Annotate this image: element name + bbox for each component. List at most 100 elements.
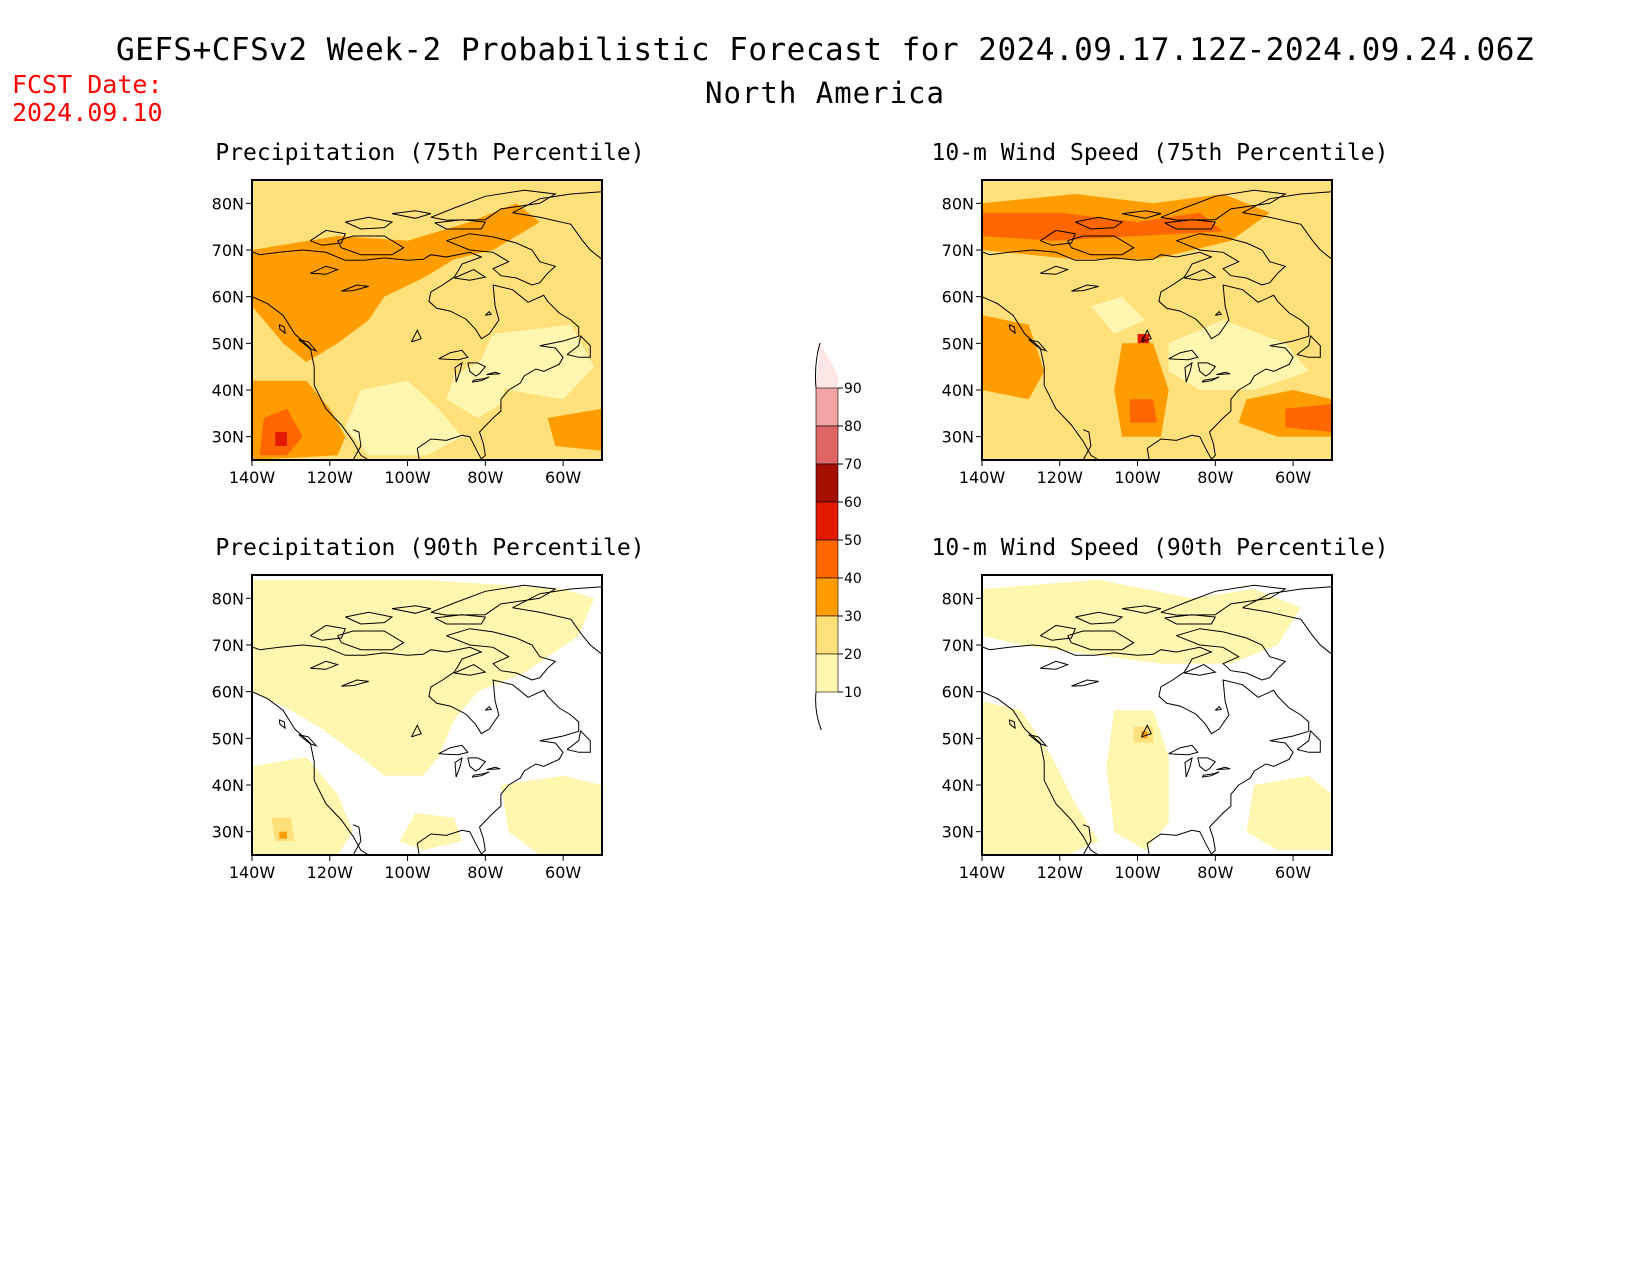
- colorbar-label: 70: [844, 457, 862, 473]
- lat-label: 60N: [212, 683, 244, 702]
- coastline: [1028, 734, 1048, 747]
- coastline: [1071, 679, 1099, 687]
- probability-shade: [982, 315, 1045, 400]
- coastline: [566, 334, 591, 358]
- lat-label: 50N: [942, 334, 974, 353]
- coastline: [341, 679, 369, 687]
- lon-label: 100W: [384, 863, 431, 882]
- panel-title: 10-m Wind Speed (90th Percentile): [931, 535, 1389, 561]
- coastline: [1184, 269, 1217, 281]
- colorbar-label: 10: [844, 685, 862, 701]
- coastline: [391, 605, 432, 614]
- coastline: [982, 249, 1310, 460]
- colorbar-label: 30: [844, 609, 862, 625]
- sub-title: North America: [705, 76, 945, 110]
- probability-shade: [982, 579, 1301, 664]
- colorbar-label: 90: [844, 381, 862, 397]
- coastline: [454, 756, 463, 778]
- coastline-layer: [252, 189, 602, 460]
- colorbar-label: 50: [844, 533, 862, 549]
- coastline: [337, 235, 405, 256]
- coastline: [252, 296, 369, 460]
- coastline: [446, 628, 557, 681]
- coastline-layer: [982, 189, 1332, 460]
- coastline-layer: [982, 584, 1332, 855]
- coastline: [391, 210, 432, 219]
- lon-label: 80W: [1197, 863, 1233, 882]
- coastline: [1121, 605, 1162, 614]
- coastline: [278, 324, 286, 335]
- lat-label: 60N: [212, 288, 244, 307]
- coastline: [566, 729, 591, 753]
- lon-label: 100W: [384, 468, 431, 487]
- coastline: [1184, 756, 1193, 778]
- coastline: [434, 614, 487, 625]
- coastline: [352, 824, 362, 855]
- probability-shade: [1246, 775, 1332, 851]
- coastline: [484, 705, 493, 711]
- probability-shade: [271, 817, 295, 841]
- coastline: [471, 376, 490, 383]
- coastline: [1067, 235, 1135, 256]
- lon-label: 60W: [545, 863, 581, 882]
- coastline: [1071, 284, 1099, 292]
- map-precip-75: 80N 70N 60N 50N 40N 30N 140W 120W 100W 80W 60W: [212, 179, 603, 487]
- panel-precip-75: Precipitation (75th Percentile) 80N 70N 60…: [130, 140, 730, 530]
- map-frame: [981, 179, 1333, 461]
- coastline: [1296, 334, 1321, 358]
- colorbar-bin: [815, 539, 839, 579]
- shading-layer: [252, 579, 602, 855]
- lat-label: 80N: [942, 589, 974, 608]
- coastline: [1176, 628, 1287, 681]
- panel-wind-90: 10-m Wind Speed (90th Percentile) 80N 70N…: [860, 535, 1460, 925]
- coastline: [454, 269, 487, 281]
- panel-wind-75: 10-m Wind Speed (75th Percentile) 80N 70N…: [860, 140, 1460, 530]
- coastline: [1242, 212, 1332, 260]
- coastline: [1140, 329, 1152, 343]
- probability-shade: [1168, 320, 1309, 390]
- coastline: [1197, 362, 1217, 377]
- coastline: [252, 691, 369, 855]
- coastline: [1082, 429, 1092, 460]
- coastline: [1184, 361, 1193, 383]
- shading-layer: [982, 180, 1332, 460]
- colorbar-bin: [815, 425, 839, 465]
- lon-label: 120W: [307, 468, 354, 487]
- coastline: [454, 361, 463, 383]
- fcst-date-label: FCST Date:: [12, 70, 163, 99]
- colorbar-bin: [815, 387, 839, 427]
- coastline: [310, 229, 347, 246]
- coastline: [278, 719, 286, 730]
- lon-label: 60W: [1275, 468, 1311, 487]
- coastline: [1008, 324, 1016, 335]
- lat-label: 40N: [942, 381, 974, 400]
- lat-label: 50N: [212, 334, 244, 353]
- map-precip-90: 80N 70N 60N 50N 40N 30N 140W 120W 100W 80W 60W: [212, 574, 603, 882]
- lat-label: 80N: [942, 194, 974, 213]
- coastline: [252, 249, 580, 460]
- panel-precip-90: Precipitation (90th Percentile) 80N 70N 60…: [130, 535, 730, 925]
- coastline: [1242, 607, 1332, 655]
- probability-shade: [477, 324, 595, 400]
- probability-shade: [1090, 296, 1146, 334]
- coastline: [341, 284, 369, 292]
- lat-label: 60N: [942, 683, 974, 702]
- coastline: [512, 191, 602, 214]
- coastline: [1040, 265, 1070, 275]
- probability-shade: [252, 579, 595, 776]
- map-wind-75: 80N 70N 60N 50N 40N 30N 140W 120W 100W 80W 60W: [942, 179, 1333, 487]
- lat-label: 80N: [212, 589, 244, 608]
- probability-shade: [500, 775, 602, 855]
- lat-label: 50N: [212, 729, 244, 748]
- coastline: [434, 219, 487, 230]
- probability-shade: [275, 432, 287, 446]
- coastline: [1201, 771, 1220, 778]
- coastline: [337, 630, 405, 651]
- coastline: [1168, 349, 1199, 361]
- probability-shade: [982, 212, 1224, 241]
- lat-label: 70N: [212, 636, 244, 655]
- probability-shade: [1129, 399, 1157, 423]
- coastline: [1201, 376, 1220, 383]
- coastline: [438, 744, 469, 756]
- panel-title: Precipitation (75th Percentile): [215, 140, 645, 166]
